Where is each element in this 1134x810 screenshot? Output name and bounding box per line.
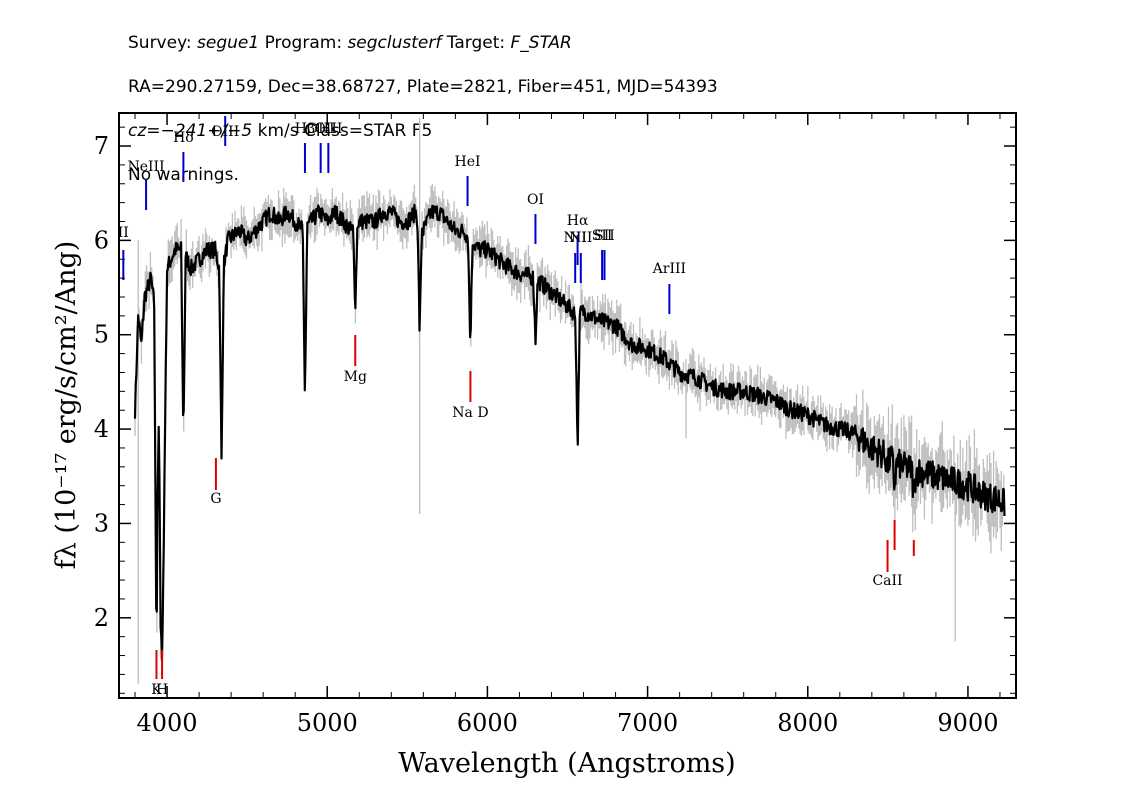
flux-line (133, 203, 1006, 662)
absorption-line-label: CaII (872, 573, 902, 589)
emission-line-label: NII (564, 230, 587, 246)
emission-line-label: NII (569, 230, 592, 246)
y-tick-label: 6 (94, 226, 109, 254)
emission-line-label: Hδ (173, 130, 194, 146)
absorption-line-label: Na D (452, 405, 488, 421)
x-tick-label: 7000 (617, 709, 678, 737)
x-tick-label: 9000 (937, 709, 998, 737)
absorption-line-label: Mg (344, 369, 367, 385)
absorption-line-label: K (151, 682, 162, 698)
emission-line-label: SII (592, 228, 613, 244)
survey-label: Survey: (128, 33, 198, 53)
cz-value: −241+/−5 (160, 121, 253, 141)
y-tick-label: 5 (94, 321, 109, 349)
plot-frame (118, 112, 1017, 699)
absorption-line-label: H (156, 682, 168, 698)
spectrum-header: Survey: segue1 Program: segclusterf Targ… (128, 10, 718, 208)
y-tick-label: 3 (94, 509, 109, 537)
y-tick-label: 4 (94, 415, 109, 443)
program-value: segclusterf (347, 33, 442, 53)
survey-line: Survey: segue1 Program: segclusterf Targ… (128, 32, 718, 54)
x-axis-title: Wavelength (Angstroms) (398, 748, 735, 779)
emission-line-label: Hα (567, 213, 589, 229)
y-tick-label: 7 (94, 132, 109, 160)
emission-line-label: Hβ (295, 121, 315, 137)
emission-line-label: OIII (314, 121, 342, 137)
program-label: Program: (259, 33, 348, 53)
emission-line-label: OIII (211, 124, 239, 140)
error-band-layer (134, 117, 1005, 684)
emission-line-label: HeI (455, 154, 481, 170)
coordinates-line: RA=290.27159, Dec=38.68727, Plate=2821, … (128, 77, 718, 97)
emission-line-label: NeIII (127, 159, 164, 175)
flux-layer (133, 203, 1006, 662)
target-label: Target: (441, 33, 511, 53)
x-tick-label: 4000 (137, 709, 198, 737)
survey-value: segue1 (197, 33, 260, 53)
y-axis-title: fλ (10⁻¹⁷ erg/s/cm²/Ang) (51, 241, 82, 570)
x-tick-label: 8000 (777, 709, 838, 737)
emission-line-label: SII (594, 228, 615, 244)
x-tick-label: 5000 (297, 709, 358, 737)
x-tick-label: 6000 (457, 709, 518, 737)
emission-line-label: ArIII (652, 261, 686, 277)
target-value: F_STAR (510, 33, 572, 53)
emission-line-label: OI (527, 192, 544, 208)
emission-line-label: II (118, 225, 129, 241)
cz-label: cz= (128, 121, 161, 141)
y-tick-label: 2 (94, 604, 109, 632)
axis-ticks: 4000 5000 6000 7000 8000 9000 2 3 4 5 6 7 (94, 113, 1016, 737)
class-text: km/s Class=STAR F5 (252, 121, 433, 141)
absorption-line-label: G (210, 491, 221, 507)
redshift-line: cz=−241+/−5 km/s Class=STAR F5 (128, 120, 718, 142)
